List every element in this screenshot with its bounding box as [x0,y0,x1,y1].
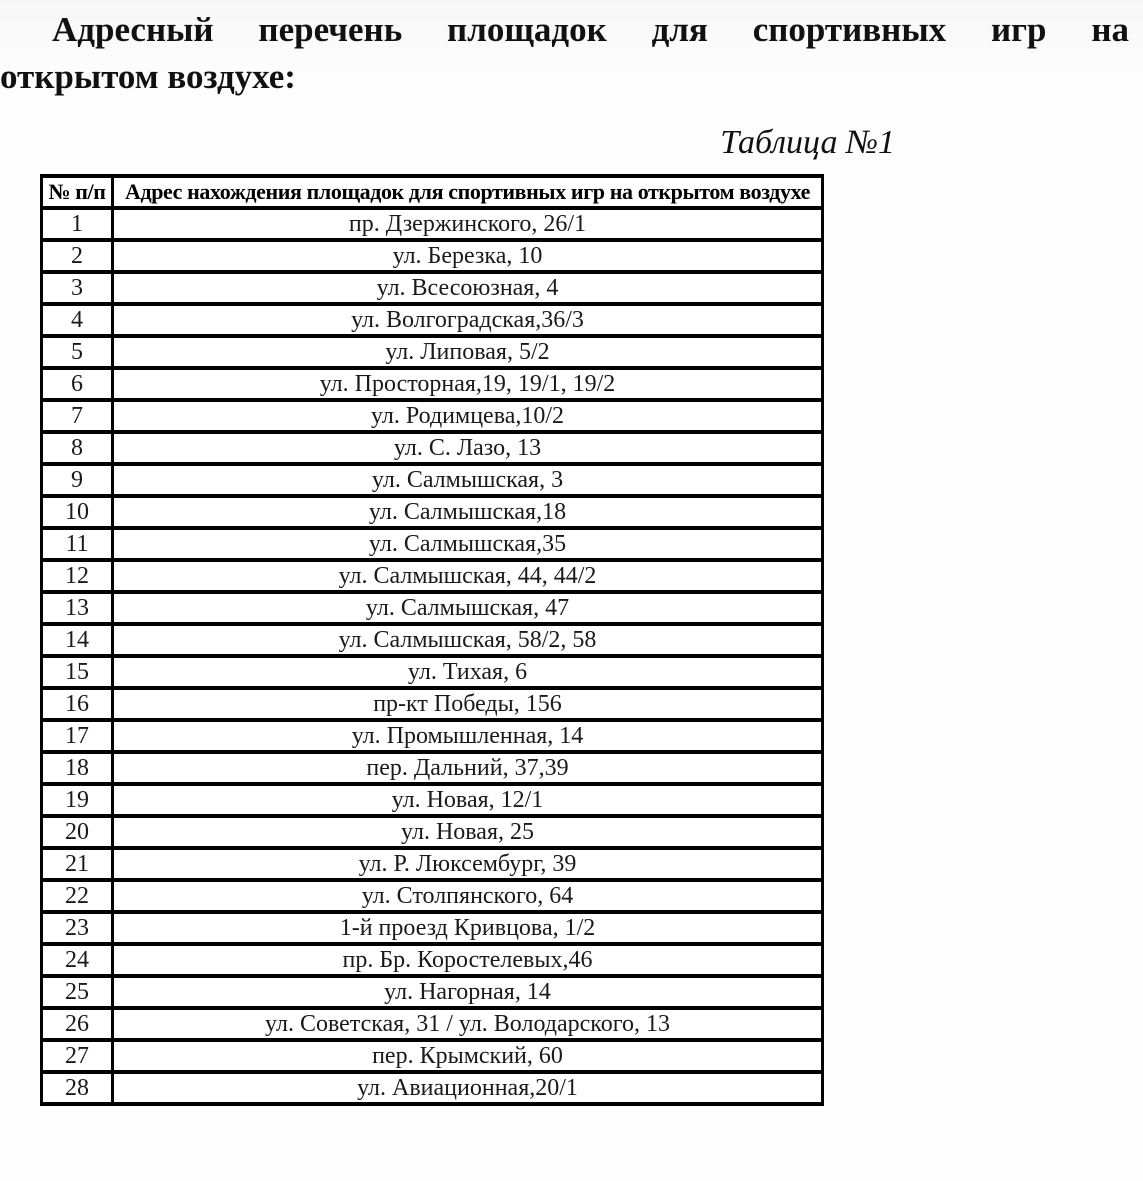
table-row: 8 ул. С. Лазо, 13 [40,430,824,466]
row-number-cell: 19 [40,782,114,818]
row-number-cell: 3 [40,270,114,306]
row-address-cell: пр. Бр. Коростелевых,46 [111,942,824,978]
document-title-line2: открытом воздухе: [0,57,296,96]
row-number-cell: 4 [40,302,114,338]
table-row: 6 ул. Просторная,19, 19/1, 19/2 [40,366,824,402]
document-title: Адресный перечень площадок для спортивны… [0,0,1143,100]
row-number-cell: 26 [40,1006,114,1042]
table-row: 14 ул. Салмышская, 58/2, 58 [40,622,824,658]
row-address-cell: ул. Нагорная, 14 [111,974,824,1010]
table-row: 21 ул. Р. Люксембург, 39 [40,846,824,882]
table-row: 9 ул. Салмышская, 3 [40,462,824,498]
table-row: 7 ул. Родимцева,10/2 [40,398,824,434]
row-number-cell: 13 [40,590,114,626]
table-row: 23 1-й проезд Кривцова, 1/2 [40,910,824,946]
row-number-cell: 17 [40,718,114,754]
row-address-cell: ул. Салмышская, 3 [111,462,824,498]
row-address-cell: 1-й проезд Кривцова, 1/2 [111,910,824,946]
table-row: 10 ул. Салмышская,18 [40,494,824,530]
table-caption: Таблица №1 [720,124,895,161]
row-number-cell: 23 [40,910,114,946]
row-address-cell: ул. Р. Люксембург, 39 [111,846,824,882]
row-address-cell: ул. Салмышская, 47 [111,590,824,626]
row-number-cell: 1 [40,206,114,242]
table-row: 18 пер. Дальний, 37,39 [40,750,824,786]
row-address-cell: пер. Крымский, 60 [111,1038,824,1074]
table-row: 19 ул. Новая, 12/1 [40,782,824,818]
row-address-cell: ул. Салмышская,35 [111,526,824,562]
table-row: 20 ул. Новая, 25 [40,814,824,850]
row-address-cell: ул. Промышленная, 14 [111,718,824,754]
table-header-row: № п/п Адрес нахождения площадок для спор… [40,174,824,210]
row-address-cell: ул. Всесоюзная, 4 [111,270,824,306]
table-row: 16 пр-кт Победы, 156 [40,686,824,722]
table-row: 11 ул. Салмышская,35 [40,526,824,562]
row-address-cell: пер. Дальний, 37,39 [111,750,824,786]
row-address-cell: ул. Салмышская,18 [111,494,824,530]
row-number-cell: 25 [40,974,114,1010]
row-address-cell: ул. Авиационная,20/1 [111,1070,824,1106]
row-address-cell: ул. Волгоградская,36/3 [111,302,824,338]
row-number-cell: 18 [40,750,114,786]
row-number-cell: 11 [40,526,114,562]
row-address-cell: ул. Салмышская, 44, 44/2 [111,558,824,594]
row-address-cell: ул. Родимцева,10/2 [111,398,824,434]
table-row: 1 пр. Дзержинского, 26/1 [40,206,824,242]
row-number-cell: 16 [40,686,114,722]
table-row: 13 ул. Салмышская, 47 [40,590,824,626]
row-number-cell: 6 [40,366,114,402]
row-number-cell: 8 [40,430,114,466]
table-row: 2 ул. Березка, 10 [40,238,824,274]
row-address-cell: ул. Салмышская, 58/2, 58 [111,622,824,658]
table-row: 24 пр. Бр. Коростелевых,46 [40,942,824,978]
table-row: 3 ул. Всесоюзная, 4 [40,270,824,306]
row-address-cell: ул. Просторная,19, 19/1, 19/2 [111,366,824,402]
row-number-cell: 21 [40,846,114,882]
row-number-cell: 12 [40,558,114,594]
row-address-cell: ул. Липовая, 5/2 [111,334,824,370]
row-number-cell: 5 [40,334,114,370]
row-number-cell: 20 [40,814,114,850]
row-address-cell: ул. Тихая, 6 [111,654,824,690]
table-row: 15 ул. Тихая, 6 [40,654,824,690]
table-body: 1 пр. Дзержинского, 26/1 2 ул. Березка, … [40,206,824,1106]
table-row: 27 пер. Крымский, 60 [40,1038,824,1074]
row-number-cell: 15 [40,654,114,690]
row-number-cell: 10 [40,494,114,530]
address-table: № п/п Адрес нахождения площадок для спор… [40,174,824,1106]
row-address-cell: ул. Столпянского, 64 [111,878,824,914]
document-title-line1: Адресный перечень площадок для спортивны… [52,10,1129,49]
table-row: 4 ул. Волгоградская,36/3 [40,302,824,338]
row-number-cell: 7 [40,398,114,434]
row-number-cell: 14 [40,622,114,658]
table-row: 22 ул. Столпянского, 64 [40,878,824,914]
row-address-cell: ул. Новая, 25 [111,814,824,850]
row-number-cell: 27 [40,1038,114,1074]
row-address-cell: ул. С. Лазо, 13 [111,430,824,466]
row-number-cell: 2 [40,238,114,274]
row-address-cell: пр-кт Победы, 156 [111,686,824,722]
row-address-cell: ул. Новая, 12/1 [111,782,824,818]
row-number-cell: 28 [40,1070,114,1106]
table-row: 5 ул. Липовая, 5/2 [40,334,824,370]
table-row: 12 ул. Салмышская, 44, 44/2 [40,558,824,594]
row-address-cell: ул. Березка, 10 [111,238,824,274]
row-number-cell: 9 [40,462,114,498]
row-number-cell: 24 [40,942,114,978]
table-header: № п/п Адрес нахождения площадок для спор… [40,174,824,210]
header-cell-number: № п/п [40,174,114,210]
row-address-cell: пр. Дзержинского, 26/1 [111,206,824,242]
table-row: 26 ул. Советская, 31 / ул. Володарского,… [40,1006,824,1042]
row-number-cell: 22 [40,878,114,914]
header-cell-address: Адрес нахождения площадок для спортивных… [111,174,824,210]
table-row: 17 ул. Промышленная, 14 [40,718,824,754]
row-address-cell: ул. Советская, 31 / ул. Володарского, 13 [111,1006,824,1042]
table-row: 28 ул. Авиационная,20/1 [40,1070,824,1106]
table-row: 25 ул. Нагорная, 14 [40,974,824,1010]
